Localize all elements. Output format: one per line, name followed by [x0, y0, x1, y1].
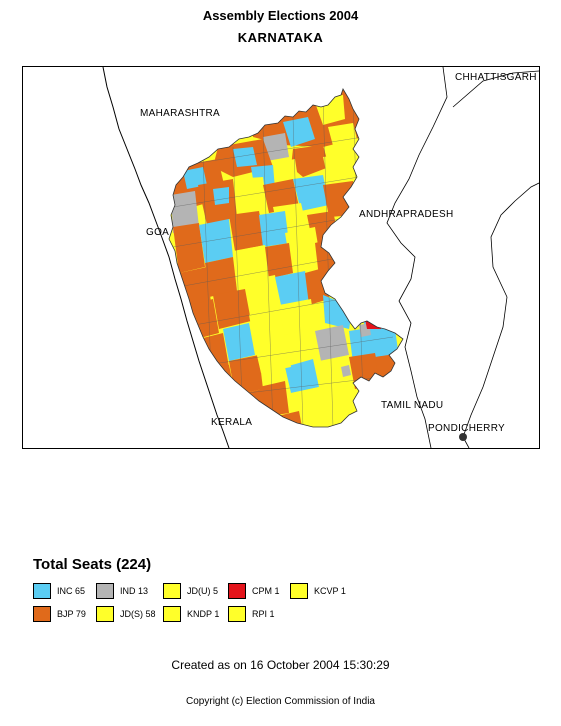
- karnataka-outline: [168, 88, 404, 428]
- legend-swatch-jdu: [163, 583, 181, 599]
- legend-title: Total Seats (224): [33, 556, 152, 573]
- legend-label-rpi: RPI 1: [252, 609, 275, 619]
- legend-item-inc: INC 65: [33, 583, 85, 599]
- map-title: Assembly Elections 2004: [202, 8, 359, 23]
- label-chhattisgarh: CHHATTISGARH: [455, 72, 537, 83]
- copyright-notice: Copyright (c) Election Commission of Ind…: [186, 696, 375, 707]
- legend-label-ind: IND 13: [120, 586, 149, 596]
- legend-swatch-kndp: [163, 606, 181, 622]
- legend-item-jdu: JD(U) 5: [163, 583, 218, 599]
- legend-item-jds: JD(S) 58: [96, 606, 156, 622]
- legend-swatch-ind: [96, 583, 114, 599]
- state-border-east: [386, 67, 448, 448]
- label-tamil-nadu: TAMIL NADU: [381, 400, 444, 411]
- map-svg: [102, 67, 539, 448]
- legend-swatch-rpi: [228, 606, 246, 622]
- legend-item-kndp: KNDP 1: [163, 606, 219, 622]
- map-frame: CHHATTISGARH MAHARASHTRA GOA ANDHRAPRADE…: [22, 66, 540, 449]
- coastline: [102, 67, 230, 448]
- map-subtitle: KARNATAKA: [237, 30, 324, 45]
- legend-item-rpi: RPI 1: [228, 606, 275, 622]
- legend-label-kndp: KNDP 1: [187, 609, 220, 619]
- label-maharashtra: MAHARASHTRA: [140, 108, 220, 119]
- legend-label-bjp: BJP 79: [57, 609, 86, 619]
- pondicherry-marker: [459, 433, 467, 441]
- legend-label-inc: INC 65: [57, 586, 86, 596]
- legend-swatch-jds: [96, 606, 114, 622]
- legend-item-ind: IND 13: [96, 583, 148, 599]
- legend-swatch-cpm: [228, 583, 246, 599]
- legend-label-jds: JD(S) 58: [120, 609, 156, 619]
- label-andhra-pradesh: ANDHRAPRADESH: [359, 209, 454, 220]
- legend-item-cpm: CPM 1: [228, 583, 280, 599]
- state-border-north: [452, 70, 539, 108]
- legend-label-kcvp: KCVP 1: [314, 586, 346, 596]
- label-pondicherry: PONDICHERRY: [428, 423, 506, 434]
- legend-item-kcvp: KCVP 1: [290, 583, 346, 599]
- legend-swatch-inc: [33, 583, 51, 599]
- legend-swatch-bjp: [33, 606, 51, 622]
- coast-southeast: [462, 296, 508, 438]
- legend-swatch-kcvp: [290, 583, 308, 599]
- legend-label-cpm: CPM 1: [252, 586, 280, 596]
- legend-item-bjp: BJP 79: [33, 606, 86, 622]
- coast-east: [490, 182, 539, 298]
- karnataka-constituencies: [169, 89, 403, 427]
- created-timestamp: Created as on 16 October 2004 15:30:29: [171, 658, 390, 672]
- legend-label-jdu: JD(U) 5: [187, 586, 218, 596]
- label-goa: GOA: [146, 227, 170, 238]
- label-kerala: KERALA: [211, 417, 253, 428]
